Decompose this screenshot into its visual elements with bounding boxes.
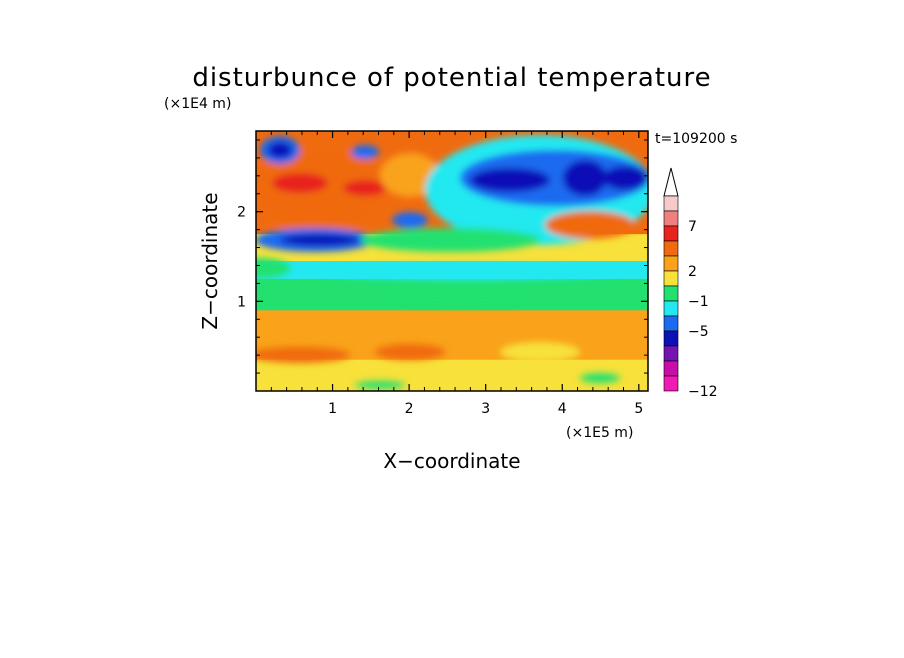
colorbar-tick-label: 7 (688, 219, 697, 235)
x-unit-label: (×1E5 m) (566, 425, 633, 441)
cold-anomaly (392, 212, 428, 228)
y-axis-label: Z−coordinate (198, 192, 222, 329)
cold-region (460, 150, 648, 206)
x-axis-label: X−coordinate (383, 449, 520, 473)
plot-frame (255, 130, 649, 392)
field-band (256, 359, 648, 391)
cold-core (563, 160, 607, 196)
x-axis-ticks: 1 2 3 4 5 (270, 131, 643, 417)
time-label: t=109200 s (655, 131, 737, 147)
chart-title: disturbunce of potential temperature (192, 63, 711, 93)
colorbar-segment (663, 300, 679, 317)
y-tick-label: 2 (237, 205, 246, 221)
x-tick-label: 1 (328, 401, 337, 417)
warm-patch (256, 347, 350, 363)
colorbar: 7 2 −1 −5 −12 (663, 167, 718, 400)
colorbar-segment (663, 255, 679, 272)
cold-anomaly (351, 145, 379, 159)
cold-core (470, 168, 550, 192)
colorbar-segment (663, 375, 679, 392)
green-band (360, 228, 540, 252)
colorbar-tick-label: 2 (688, 264, 697, 280)
warm-patch (375, 344, 445, 360)
colorbar-segment (663, 330, 679, 347)
warm-anomaly (272, 173, 328, 193)
y-axis-ticks: 12 (237, 139, 648, 374)
yellow-patch (500, 342, 580, 362)
colorbar-segment (663, 285, 679, 302)
colorbar-tick-label: −1 (688, 294, 709, 310)
warm-anomaly (380, 153, 440, 197)
x-tick-label: 4 (558, 401, 567, 417)
colorbar-segment (663, 195, 679, 212)
colorbar-segment (663, 270, 679, 287)
y-unit-label: (×1E4 m) (164, 96, 231, 112)
colorbar-segment (663, 240, 679, 257)
warm-anomaly (256, 145, 390, 235)
green-patch (355, 381, 405, 389)
x-tick-label: 3 (481, 401, 490, 417)
yellow-patch (400, 294, 520, 306)
plot-area (256, 131, 648, 391)
green-patch (580, 373, 620, 383)
cold-band (280, 234, 360, 246)
colorbar-segment (663, 315, 679, 332)
colorbar-segment (663, 345, 679, 362)
field-features (256, 135, 648, 389)
colorbar-segment (663, 225, 679, 242)
colorbar-tick-label: −12 (688, 384, 718, 400)
cold-core (603, 166, 647, 190)
cyan-band (320, 264, 620, 280)
x-tick-label: 5 (634, 401, 643, 417)
warm-anomaly (343, 180, 387, 196)
green-patch (256, 258, 290, 278)
colorbar-segment (663, 210, 679, 227)
warm-anomaly (545, 211, 635, 239)
colorbar-extend-arrow (663, 167, 679, 197)
colorbar-segment (663, 360, 679, 377)
y-tick-label: 1 (237, 294, 246, 310)
cold-anomaly (268, 142, 292, 158)
colorbar-tick-label: −5 (688, 324, 709, 340)
x-tick-label: 2 (405, 401, 414, 417)
